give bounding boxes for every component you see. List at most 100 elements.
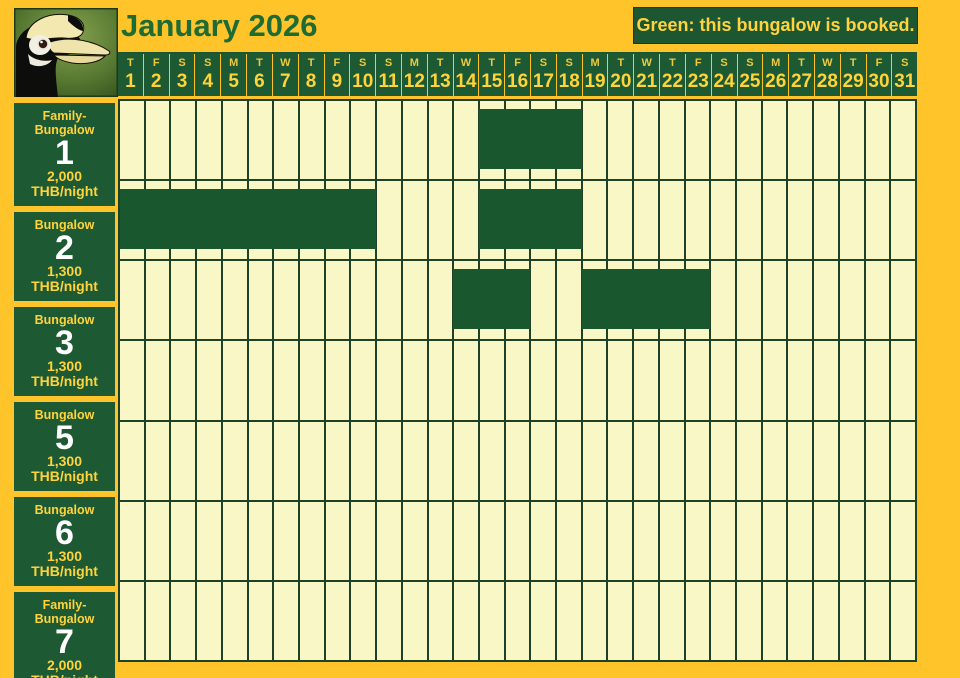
day-cell (402, 181, 427, 260)
day-cell (582, 421, 607, 500)
legend-text: Green: this bungalow is booked. (636, 15, 915, 35)
day-cell (299, 101, 324, 180)
day-header-cell: T 15 (479, 54, 505, 96)
day-cell (839, 581, 864, 660)
day-header-cell: S 31 (892, 54, 918, 96)
day-number-label: 21 (636, 71, 658, 92)
day-header-cell: S 18 (556, 54, 582, 96)
availability-grid (118, 99, 917, 662)
day-cell (865, 421, 890, 500)
day-cell (145, 581, 170, 660)
day-cell (171, 581, 196, 660)
day-header-cell: T 13 (427, 54, 453, 96)
day-cell (274, 341, 298, 420)
day-cell (351, 581, 376, 660)
day-cell (120, 421, 144, 500)
day-cell (788, 181, 813, 260)
day-cell (814, 421, 838, 500)
day-of-week-label: F (333, 57, 341, 69)
day-cell (222, 261, 247, 340)
day-cell (479, 341, 504, 420)
day-cell (762, 581, 787, 660)
day-cell (479, 581, 504, 660)
bungalow-label: Bungalow 5 1,300 THB/night (14, 402, 115, 491)
day-cell (531, 501, 556, 580)
day-number-label: 4 (202, 71, 214, 92)
day-cell (762, 261, 787, 340)
bungalow-label: Bungalow 6 1,300 THB/night (14, 497, 115, 586)
day-of-week-label: S (746, 57, 754, 69)
day-header-cell: T 29 (840, 54, 866, 96)
day-cell (351, 101, 376, 180)
booking-block (453, 269, 531, 330)
day-number-label: 25 (739, 71, 761, 92)
day-cell (171, 421, 196, 500)
day-cell (505, 341, 530, 420)
day-cell (377, 421, 401, 500)
day-cell (299, 261, 324, 340)
day-cell (788, 341, 813, 420)
availability-row (120, 341, 915, 420)
day-cell (454, 501, 478, 580)
day-cell (762, 421, 787, 500)
day-cell (865, 501, 890, 580)
day-cell (659, 181, 684, 260)
day-header-row: T 1 F 2 S 3 S 4 M 5 T 6 W 7 T 8 F 9 S 10 S 11 M 12 T 13 W 14 T 15 F 16 S… (118, 52, 918, 96)
day-cell (762, 341, 787, 420)
day-cell (582, 101, 607, 180)
day-cell (248, 101, 273, 180)
day-cell (402, 581, 427, 660)
day-number-label: 30 (868, 71, 890, 92)
day-cell (865, 101, 890, 180)
day-header-cell: T 22 (660, 54, 685, 96)
day-cell (454, 421, 478, 500)
day-cell (737, 581, 761, 660)
day-cell (788, 261, 813, 340)
day-cell (659, 421, 684, 500)
day-cell (557, 341, 581, 420)
day-header-cell: S 10 (350, 54, 376, 96)
day-cell (299, 341, 324, 420)
bungalow-label: Bungalow 3 1,300 THB/night (14, 307, 115, 396)
bungalow-label: Bungalow 2 1,300 THB/night (14, 212, 115, 301)
day-cell (531, 581, 556, 660)
booking-block (479, 109, 582, 170)
day-cell (351, 341, 376, 420)
day-cell (428, 181, 453, 260)
bungalow-type-label: Bungalow (34, 313, 95, 327)
day-of-week-label: F (152, 57, 160, 69)
day-of-week-label: W (641, 57, 652, 69)
day-of-week-label: W (280, 57, 291, 69)
day-cell (788, 501, 813, 580)
day-cell (145, 101, 170, 180)
day-cell (839, 101, 864, 180)
day-cell (197, 501, 221, 580)
day-number-label: 16 (507, 71, 529, 92)
day-cell (248, 581, 273, 660)
day-number-label: 27 (790, 71, 813, 92)
day-cell (634, 181, 658, 260)
day-cell (608, 421, 633, 500)
bungalow-number-label: 3 (55, 324, 74, 362)
day-cell (505, 581, 530, 660)
day-cell (377, 101, 401, 180)
booked-legend: Green: this bungalow is booked. (633, 7, 918, 44)
day-cell (737, 501, 761, 580)
day-of-week-label: W (822, 57, 833, 69)
day-cell (222, 101, 247, 180)
day-cell (325, 261, 350, 340)
day-cell (428, 501, 453, 580)
day-cell (351, 501, 376, 580)
day-cell (479, 501, 504, 580)
day-cell (222, 341, 247, 420)
day-cell (274, 421, 298, 500)
day-cell (197, 261, 221, 340)
day-of-week-label: T (849, 57, 857, 69)
day-of-week-label: T (127, 57, 134, 69)
day-header-cell: M 26 (763, 54, 789, 96)
